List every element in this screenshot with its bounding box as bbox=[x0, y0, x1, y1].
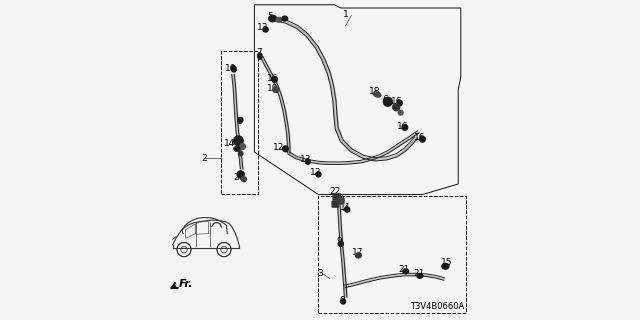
Ellipse shape bbox=[283, 146, 288, 152]
Text: 11: 11 bbox=[340, 204, 351, 212]
Ellipse shape bbox=[273, 87, 279, 92]
Ellipse shape bbox=[238, 151, 243, 156]
Ellipse shape bbox=[402, 124, 408, 130]
Text: 21: 21 bbox=[398, 265, 410, 274]
Ellipse shape bbox=[305, 159, 310, 164]
Text: 16: 16 bbox=[267, 74, 278, 83]
Ellipse shape bbox=[231, 66, 236, 72]
Text: 10: 10 bbox=[225, 64, 237, 73]
Text: 16: 16 bbox=[414, 133, 426, 142]
Text: 4: 4 bbox=[342, 205, 348, 214]
Text: T3V4B0660A: T3V4B0660A bbox=[410, 302, 465, 311]
Ellipse shape bbox=[393, 104, 399, 111]
FancyBboxPatch shape bbox=[337, 198, 344, 204]
Ellipse shape bbox=[344, 207, 349, 212]
Text: 21: 21 bbox=[413, 269, 424, 278]
Text: 9: 9 bbox=[339, 296, 344, 305]
Ellipse shape bbox=[269, 15, 276, 22]
Ellipse shape bbox=[282, 16, 288, 21]
Bar bbox=[319, 196, 466, 313]
Ellipse shape bbox=[403, 269, 409, 274]
Ellipse shape bbox=[241, 177, 246, 182]
Ellipse shape bbox=[442, 263, 449, 269]
Ellipse shape bbox=[237, 171, 244, 178]
Text: 17: 17 bbox=[352, 248, 363, 257]
Text: 16: 16 bbox=[391, 97, 403, 106]
Text: 22: 22 bbox=[330, 188, 341, 196]
Ellipse shape bbox=[263, 27, 268, 32]
Text: 13: 13 bbox=[300, 156, 311, 164]
FancyBboxPatch shape bbox=[333, 193, 340, 200]
Text: 9: 9 bbox=[337, 237, 342, 246]
Text: 20: 20 bbox=[234, 173, 245, 182]
Ellipse shape bbox=[340, 299, 346, 304]
Text: 19: 19 bbox=[267, 84, 278, 93]
Bar bbox=[221, 51, 258, 194]
Ellipse shape bbox=[338, 241, 343, 246]
Text: 12: 12 bbox=[273, 143, 284, 152]
Text: 5: 5 bbox=[268, 12, 273, 21]
Ellipse shape bbox=[356, 253, 361, 258]
Ellipse shape bbox=[383, 97, 392, 106]
Ellipse shape bbox=[234, 136, 243, 146]
Ellipse shape bbox=[272, 76, 278, 82]
Text: 15: 15 bbox=[441, 258, 452, 267]
Ellipse shape bbox=[420, 136, 425, 142]
Ellipse shape bbox=[398, 110, 403, 115]
Text: 18: 18 bbox=[369, 87, 381, 96]
Ellipse shape bbox=[373, 92, 381, 97]
Text: 3: 3 bbox=[317, 269, 323, 278]
Ellipse shape bbox=[234, 147, 240, 151]
Text: 6: 6 bbox=[383, 95, 388, 104]
Text: 8: 8 bbox=[237, 117, 242, 126]
Ellipse shape bbox=[238, 117, 243, 123]
Ellipse shape bbox=[316, 172, 321, 177]
Ellipse shape bbox=[276, 18, 282, 22]
Ellipse shape bbox=[417, 273, 423, 278]
Text: 7: 7 bbox=[257, 48, 262, 57]
Text: 4: 4 bbox=[339, 196, 344, 204]
FancyBboxPatch shape bbox=[332, 201, 339, 207]
Text: 1: 1 bbox=[344, 10, 349, 19]
Ellipse shape bbox=[240, 144, 246, 149]
Text: 2: 2 bbox=[202, 154, 207, 163]
Text: 13: 13 bbox=[310, 168, 322, 177]
Text: 13: 13 bbox=[257, 23, 268, 32]
Text: 14: 14 bbox=[224, 140, 236, 148]
Ellipse shape bbox=[258, 53, 262, 59]
Text: Fr.: Fr. bbox=[179, 279, 194, 289]
Ellipse shape bbox=[397, 100, 403, 106]
Text: 16: 16 bbox=[397, 122, 408, 131]
